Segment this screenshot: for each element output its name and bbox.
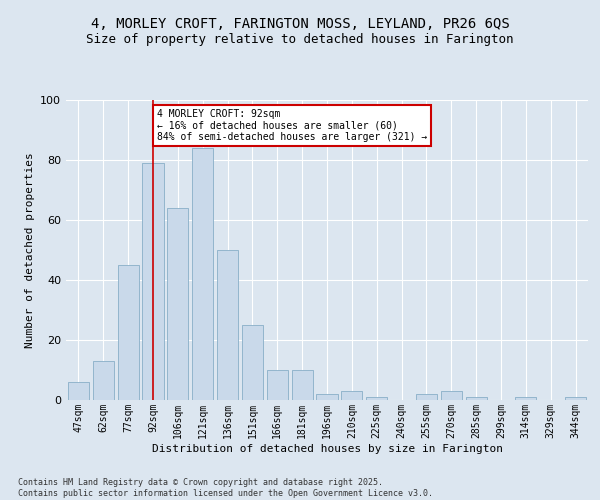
Bar xyxy=(242,325,263,400)
Bar xyxy=(341,391,362,400)
Text: Contains HM Land Registry data © Crown copyright and database right 2025.
Contai: Contains HM Land Registry data © Crown c… xyxy=(18,478,433,498)
Bar xyxy=(466,397,487,400)
Y-axis label: Number of detached properties: Number of detached properties xyxy=(25,152,35,348)
Text: 4, MORLEY CROFT, FARINGTON MOSS, LEYLAND, PR26 6QS: 4, MORLEY CROFT, FARINGTON MOSS, LEYLAND… xyxy=(91,18,509,32)
Bar xyxy=(118,265,139,400)
Bar xyxy=(565,397,586,400)
Bar xyxy=(167,208,188,400)
Bar xyxy=(192,148,213,400)
Bar xyxy=(93,361,114,400)
Text: 4 MORLEY CROFT: 92sqm
← 16% of detached houses are smaller (60)
84% of semi-deta: 4 MORLEY CROFT: 92sqm ← 16% of detached … xyxy=(157,109,427,142)
Bar xyxy=(366,397,387,400)
Bar xyxy=(217,250,238,400)
Bar xyxy=(267,370,288,400)
Bar xyxy=(515,397,536,400)
Text: Size of property relative to detached houses in Farington: Size of property relative to detached ho… xyxy=(86,32,514,46)
X-axis label: Distribution of detached houses by size in Farington: Distribution of detached houses by size … xyxy=(151,444,503,454)
Bar xyxy=(416,394,437,400)
Bar xyxy=(316,394,338,400)
Bar xyxy=(142,163,164,400)
Bar xyxy=(292,370,313,400)
Bar xyxy=(68,382,89,400)
Bar xyxy=(441,391,462,400)
